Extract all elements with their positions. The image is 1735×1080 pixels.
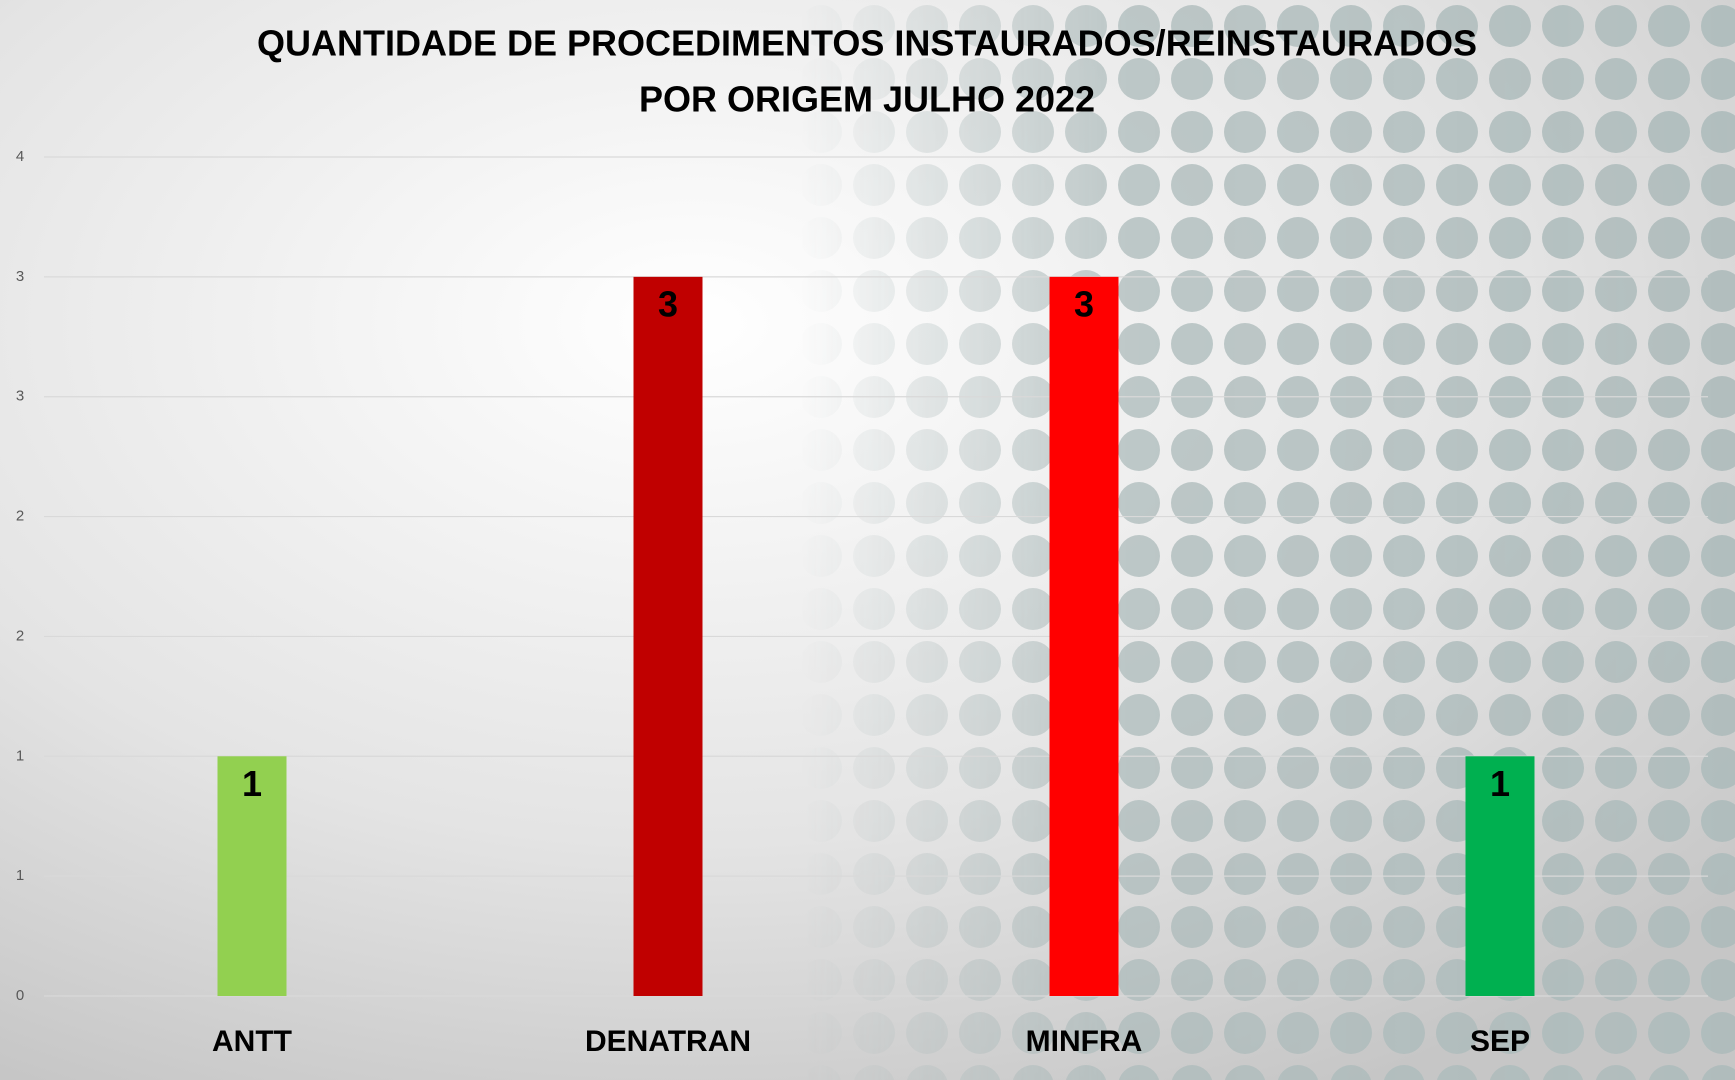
x-tick-label: SEP [1470, 1025, 1530, 1058]
bar [633, 276, 703, 996]
map-decoration [800, 0, 1735, 1080]
y-tick-label: 2 [16, 508, 24, 525]
bar [217, 756, 287, 996]
bar [1465, 756, 1535, 996]
x-tick-label: DENATRAN [585, 1025, 751, 1058]
bar [1049, 276, 1119, 996]
y-tick-label: 3 [16, 268, 24, 285]
value-label: 3 [658, 283, 678, 324]
y-tick-label: 4 [16, 148, 24, 165]
x-tick-label: ANTT [212, 1025, 292, 1058]
value-label: 3 [1074, 283, 1094, 324]
y-tick-label: 3 [16, 388, 24, 405]
chart-title: QUANTIDADE DE PROCEDIMENTOS INSTAURADOS/… [257, 23, 1477, 64]
value-label: 1 [242, 763, 262, 804]
value-label: 1 [1490, 763, 1510, 804]
y-tick-label: 0 [16, 987, 24, 1004]
chart-title: POR ORIGEM JULHO 2022 [639, 79, 1095, 120]
y-tick-label: 1 [16, 867, 24, 884]
y-tick-label: 1 [16, 747, 24, 764]
y-tick-label: 2 [16, 627, 24, 644]
x-tick-label: MINFRA [1026, 1025, 1143, 1058]
